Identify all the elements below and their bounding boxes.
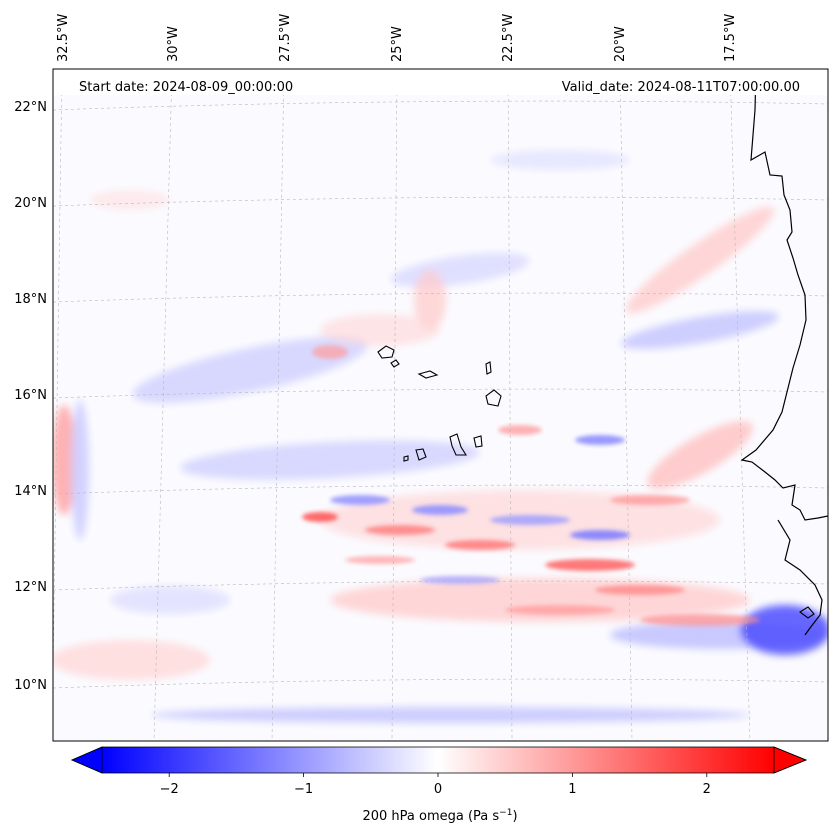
lat-label: 22°N	[14, 100, 47, 115]
colorbar-label: 200 hPa omega (Pa s−1)	[362, 808, 517, 824]
graticule	[53, 69, 828, 741]
island-sao-nicolau	[417, 370, 439, 379]
colorbar-tick-label: 1	[568, 782, 576, 797]
island-fogo	[415, 448, 427, 461]
lat-label: 10°N	[14, 678, 47, 693]
island-maio	[473, 435, 483, 448]
start-date: Start date: 2024-08-09_00:00:00	[79, 80, 293, 95]
africa-coastline	[740, 69, 828, 521]
omega-field	[53, 150, 828, 723]
latitude-labels: 22°N 20°N 18°N 16°N 14°N 12°N 10°N	[14, 100, 47, 693]
map-frame	[52, 68, 829, 742]
cape-verde-islands	[377, 345, 815, 619]
lat-label: 16°N	[14, 388, 47, 403]
colorbar: −2 −1 0 1 2 200 hPa omega (Pa s−1)	[70, 746, 808, 824]
island-santiago	[449, 433, 467, 456]
island-bijagos	[799, 606, 815, 619]
colorbar-min-extend	[70, 746, 103, 774]
west-africa-coast-south	[777, 519, 823, 636]
lat-label: 20°N	[14, 196, 47, 211]
colorbar-tick-label: 0	[434, 782, 442, 797]
colorbar-tick-label: −1	[294, 782, 313, 797]
coastline	[740, 69, 828, 636]
longitude-labels: 32.5°W 30°W 27.5°W 25°W 22.5°W 20°W 17.5…	[56, 14, 738, 62]
lon-label: 30°W	[166, 26, 181, 62]
lat-label: 18°N	[14, 292, 47, 307]
omega-blobs-large	[53, 150, 828, 723]
map-panel: Start date: 2024-08-09_00:00:00 Valid_da…	[52, 68, 829, 742]
lon-label: 17.5°W	[723, 14, 738, 62]
colorbar-outline	[70, 746, 808, 774]
colorbar-gradient	[102, 747, 774, 773]
lat-label: 12°N	[14, 580, 47, 595]
colorbar-ticks: −2 −1 0 1 2	[160, 773, 711, 797]
lat-label: 14°N	[14, 484, 47, 499]
island-boa-vista	[485, 389, 502, 407]
lon-label: 27.5°W	[278, 14, 293, 62]
omega-streaks	[302, 345, 760, 626]
island-brava	[403, 455, 409, 462]
lon-label: 32.5°W	[56, 14, 71, 62]
island-sal	[485, 361, 492, 375]
colorbar-tick-label: 2	[703, 782, 711, 797]
island-santo-antao	[377, 345, 395, 359]
lon-label: 25°W	[390, 26, 405, 62]
lon-label: 20°W	[613, 26, 628, 62]
lon-label: 22.5°W	[501, 14, 516, 62]
island-sao-vicente	[390, 359, 400, 368]
colorbar-tick-label: −2	[160, 782, 179, 797]
colorbar-max-extend	[773, 746, 808, 774]
valid-date: Valid_date: 2024-08-11T07:00:00.00	[562, 80, 800, 95]
date-header-box	[53, 69, 828, 95]
